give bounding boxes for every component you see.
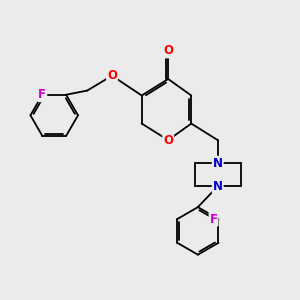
Text: O: O bbox=[163, 134, 173, 147]
Text: F: F bbox=[209, 212, 217, 226]
Text: N: N bbox=[213, 157, 223, 170]
Text: O: O bbox=[107, 69, 117, 82]
Text: N: N bbox=[213, 180, 223, 193]
Text: F: F bbox=[38, 88, 46, 101]
Text: O: O bbox=[163, 44, 173, 57]
